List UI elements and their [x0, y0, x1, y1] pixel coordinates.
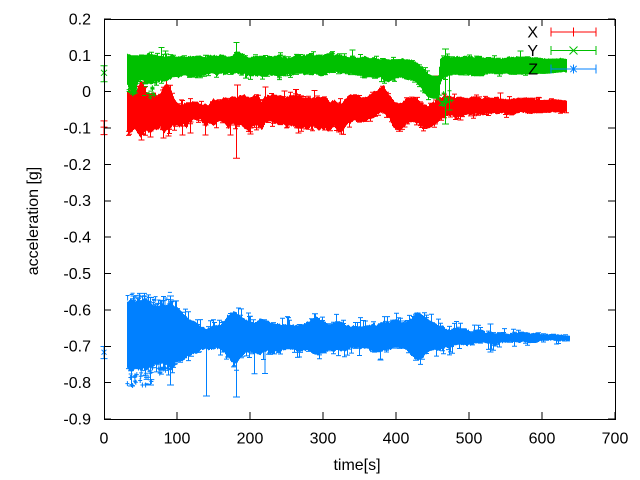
- svg-text:0.2: 0.2: [69, 11, 91, 28]
- svg-text:-0.7: -0.7: [63, 339, 91, 356]
- svg-text:-0.3: -0.3: [63, 193, 91, 210]
- svg-text:time[s]: time[s]: [333, 457, 380, 474]
- svg-text:-0.5: -0.5: [63, 266, 91, 283]
- svg-text:-0.1: -0.1: [63, 121, 91, 138]
- svg-text:300: 300: [310, 431, 337, 448]
- svg-text:0: 0: [82, 84, 91, 101]
- svg-text:-0.2: -0.2: [63, 157, 91, 174]
- svg-text:0.1: 0.1: [69, 48, 91, 65]
- svg-text:-0.9: -0.9: [63, 411, 91, 428]
- svg-text:500: 500: [456, 431, 483, 448]
- svg-text:-0.6: -0.6: [63, 302, 91, 319]
- svg-text:-0.4: -0.4: [63, 230, 91, 247]
- svg-text:700: 700: [602, 431, 629, 448]
- svg-text:acceleration [g]: acceleration [g]: [25, 167, 42, 276]
- svg-text:Z: Z: [528, 62, 538, 79]
- svg-text:100: 100: [164, 431, 191, 448]
- svg-text:600: 600: [529, 431, 556, 448]
- svg-text:-0.8: -0.8: [63, 375, 91, 392]
- svg-text:X: X: [527, 25, 538, 42]
- svg-text:200: 200: [237, 431, 264, 448]
- svg-text:Y: Y: [527, 43, 538, 60]
- svg-text:400: 400: [383, 431, 410, 448]
- svg-text:0: 0: [100, 431, 109, 448]
